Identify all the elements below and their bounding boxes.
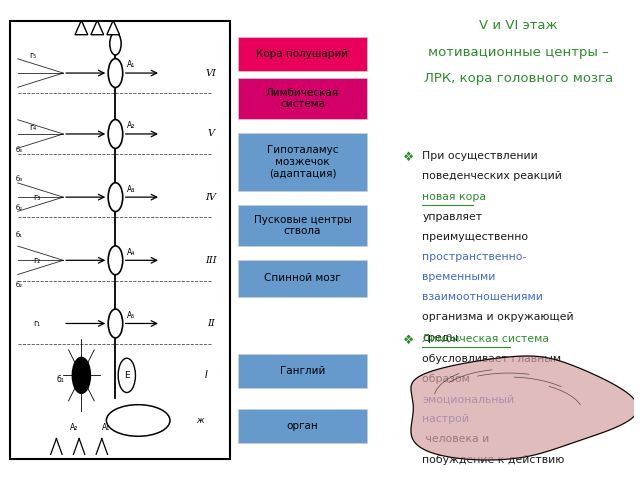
Text: E: E xyxy=(124,371,130,380)
Text: V: V xyxy=(207,130,214,138)
Text: г₅: г₅ xyxy=(29,50,36,60)
Circle shape xyxy=(118,358,136,393)
Circle shape xyxy=(108,309,123,338)
Text: обусловливает главным: обусловливает главным xyxy=(422,354,561,364)
Text: настрой: настрой xyxy=(422,414,469,424)
Text: ж: ж xyxy=(196,416,204,425)
Text: Кора полушарий: Кора полушарий xyxy=(257,49,348,59)
Text: II: II xyxy=(207,319,215,328)
Text: б₂: б₂ xyxy=(15,205,22,211)
Text: III: III xyxy=(205,256,217,265)
Text: VI: VI xyxy=(205,69,216,78)
Ellipse shape xyxy=(106,405,170,436)
Circle shape xyxy=(72,357,90,394)
FancyBboxPatch shape xyxy=(10,21,230,459)
Polygon shape xyxy=(411,356,638,460)
FancyBboxPatch shape xyxy=(238,133,367,191)
Text: A₃: A₃ xyxy=(127,184,135,193)
Circle shape xyxy=(108,183,123,212)
Text: A₅: A₅ xyxy=(127,311,135,320)
Text: эмоциональный: эмоциональный xyxy=(422,394,515,404)
Text: управляет: управляет xyxy=(422,212,483,222)
Text: мотивационные центры –: мотивационные центры – xyxy=(428,46,609,59)
Text: ❖: ❖ xyxy=(403,334,415,347)
Text: ЛРК, кора головного мозга: ЛРК, кора головного мозга xyxy=(424,72,613,85)
Text: I: I xyxy=(205,371,208,380)
Text: новая кора: новая кора xyxy=(422,192,490,202)
FancyBboxPatch shape xyxy=(238,37,367,71)
Text: пространственно-: пространственно- xyxy=(422,252,527,262)
Text: б₄: б₄ xyxy=(15,147,22,153)
Text: г₂: г₂ xyxy=(34,256,41,265)
Text: A₁: A₁ xyxy=(102,423,110,432)
Text: побуждение к действию: побуждение к действию xyxy=(422,455,564,465)
FancyBboxPatch shape xyxy=(238,78,367,119)
Text: организма и окружающей: организма и окружающей xyxy=(422,312,574,323)
Text: A₂: A₂ xyxy=(127,121,135,131)
Text: б₃: б₃ xyxy=(15,176,22,182)
Text: поведенческих реакций: поведенческих реакций xyxy=(422,171,563,181)
Text: Лимбическая система: Лимбическая система xyxy=(422,334,549,344)
Text: б₂: б₂ xyxy=(15,282,22,288)
Polygon shape xyxy=(75,20,88,35)
Text: временными: временными xyxy=(422,272,496,282)
Text: образом: образом xyxy=(422,374,474,384)
FancyBboxPatch shape xyxy=(238,409,367,443)
Text: человека и: человека и xyxy=(422,434,490,444)
Text: V и VI этаж: V и VI этаж xyxy=(479,19,557,32)
Text: б₁: б₁ xyxy=(15,232,22,239)
Text: Спинной мозг: Спинной мозг xyxy=(264,274,340,283)
Text: ❖: ❖ xyxy=(403,151,415,164)
Polygon shape xyxy=(107,20,120,35)
Text: г₄: г₄ xyxy=(29,123,36,132)
FancyBboxPatch shape xyxy=(238,354,367,388)
FancyBboxPatch shape xyxy=(238,205,367,246)
FancyBboxPatch shape xyxy=(238,260,367,297)
Circle shape xyxy=(108,59,123,87)
Text: A₁: A₁ xyxy=(127,60,135,70)
Text: При осуществлении: При осуществлении xyxy=(422,151,538,161)
Circle shape xyxy=(108,246,123,275)
Text: б₁: б₁ xyxy=(56,375,64,384)
Text: орган: орган xyxy=(287,421,318,431)
Text: A₂: A₂ xyxy=(70,423,78,432)
Text: г₃: г₃ xyxy=(34,192,41,202)
Text: A₄: A₄ xyxy=(127,248,135,257)
Circle shape xyxy=(108,120,123,148)
Text: Гипоталамус
мозжечок
(адаптация): Гипоталамус мозжечок (адаптация) xyxy=(267,145,338,179)
Polygon shape xyxy=(91,20,104,35)
Text: Лимбическая
система: Лимбическая система xyxy=(266,87,339,109)
Text: взаимоотношениями: взаимоотношениями xyxy=(422,292,543,302)
Text: Ганглий: Ганглий xyxy=(280,366,325,376)
Text: г₁: г₁ xyxy=(34,319,41,328)
Text: IV: IV xyxy=(205,192,216,202)
Text: преимущественно: преимущественно xyxy=(422,232,529,242)
Text: среды.: среды. xyxy=(422,333,462,343)
Text: Пусковые центры
ствола: Пусковые центры ствола xyxy=(253,215,351,237)
Circle shape xyxy=(110,33,121,55)
